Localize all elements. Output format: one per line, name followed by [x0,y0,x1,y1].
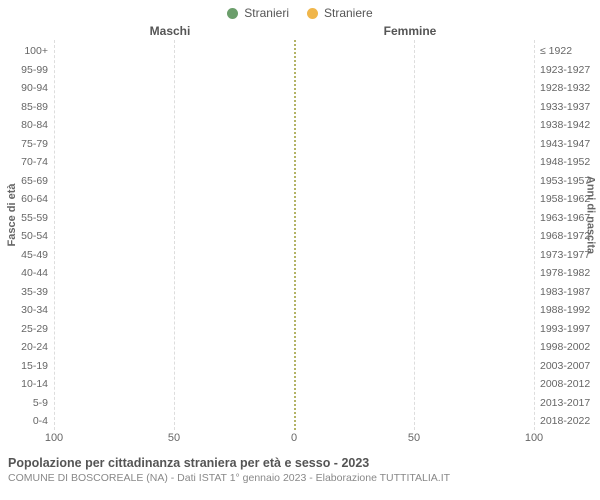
age-label: 75-79 [0,135,48,154]
age-label: 0-4 [0,412,48,431]
birthyear-label: 2013-2017 [540,394,600,413]
gridline [534,40,535,430]
x-tick: 0 [291,432,297,444]
birthyear-label: 1943-1947 [540,135,600,154]
legend-item-female: Straniere [307,6,373,20]
age-label: 25-29 [0,320,48,339]
birthyear-label: 2008-2012 [540,375,600,394]
age-label: 20-24 [0,338,48,357]
gridline [54,40,55,430]
x-tick: 100 [45,432,63,444]
legend: Stranieri Straniere [0,0,600,20]
age-label: 55-59 [0,209,48,228]
birthyear-label: 1958-1962 [540,190,600,209]
gridline [174,40,175,430]
birthyear-label: 1933-1937 [540,98,600,117]
birthyear-label: 2018-2022 [540,412,600,431]
age-label: 40-44 [0,264,48,283]
age-label: 100+ [0,42,48,61]
birthyear-label: 1948-1952 [540,153,600,172]
age-label: 15-19 [0,357,48,376]
age-label: 35-39 [0,283,48,302]
birthyear-label: 1988-1992 [540,301,600,320]
age-label: 85-89 [0,98,48,117]
swatch-male [227,8,238,19]
plot-area: 100+95-9990-9485-8980-8475-7970-7465-696… [0,40,600,430]
birthyear-label: 1963-1967 [540,209,600,228]
y-axis-birthyear-labels: ≤ 19221923-19271928-19321933-19371938-19… [534,40,600,430]
age-label: 90-94 [0,79,48,98]
swatch-female [307,8,318,19]
y-axis-age-labels: 100+95-9990-9485-8980-8475-7970-7465-696… [0,40,54,430]
center-line [294,40,296,430]
birthyear-label: 1953-1957 [540,172,600,191]
column-headers: Maschi Femmine [0,24,600,38]
age-label: 10-14 [0,375,48,394]
x-tick: 50 [408,432,420,444]
column-header-female: Femmine [290,24,580,38]
x-tick: 50 [168,432,180,444]
gridline [414,40,415,430]
age-label: 60-64 [0,190,48,209]
caption: Popolazione per cittadinanza straniera p… [0,450,600,484]
caption-title: Popolazione per cittadinanza straniera p… [8,456,592,470]
birthyear-label: 1968-1972 [540,227,600,246]
legend-item-male: Stranieri [227,6,289,20]
x-axis: 10050050100 [54,430,534,450]
birthyear-label: 1978-1982 [540,264,600,283]
age-label: 70-74 [0,153,48,172]
birthyear-label: 1928-1932 [540,79,600,98]
age-label: 95-99 [0,61,48,80]
birthyear-label: 1973-1977 [540,246,600,265]
birthyear-label: 1983-1987 [540,283,600,302]
age-label: 80-84 [0,116,48,135]
birthyear-label: 1938-1942 [540,116,600,135]
age-label: 65-69 [0,172,48,191]
birthyear-label: 2003-2007 [540,357,600,376]
age-label: 45-49 [0,246,48,265]
birthyear-label: ≤ 1922 [540,42,600,61]
population-pyramid-chart: Stranieri Straniere Maschi Femmine Fasce… [0,0,600,500]
birthyear-label: 1993-1997 [540,320,600,339]
birthyear-label: 1998-2002 [540,338,600,357]
x-tick: 100 [525,432,543,444]
bars-area [54,40,534,430]
legend-label-female: Straniere [324,6,373,20]
legend-label-male: Stranieri [244,6,289,20]
age-label: 5-9 [0,394,48,413]
age-label: 30-34 [0,301,48,320]
birthyear-label: 1923-1927 [540,61,600,80]
age-label: 50-54 [0,227,48,246]
caption-subtitle: COMUNE DI BOSCOREALE (NA) - Dati ISTAT 1… [8,472,592,484]
column-header-male: Maschi [0,24,290,38]
